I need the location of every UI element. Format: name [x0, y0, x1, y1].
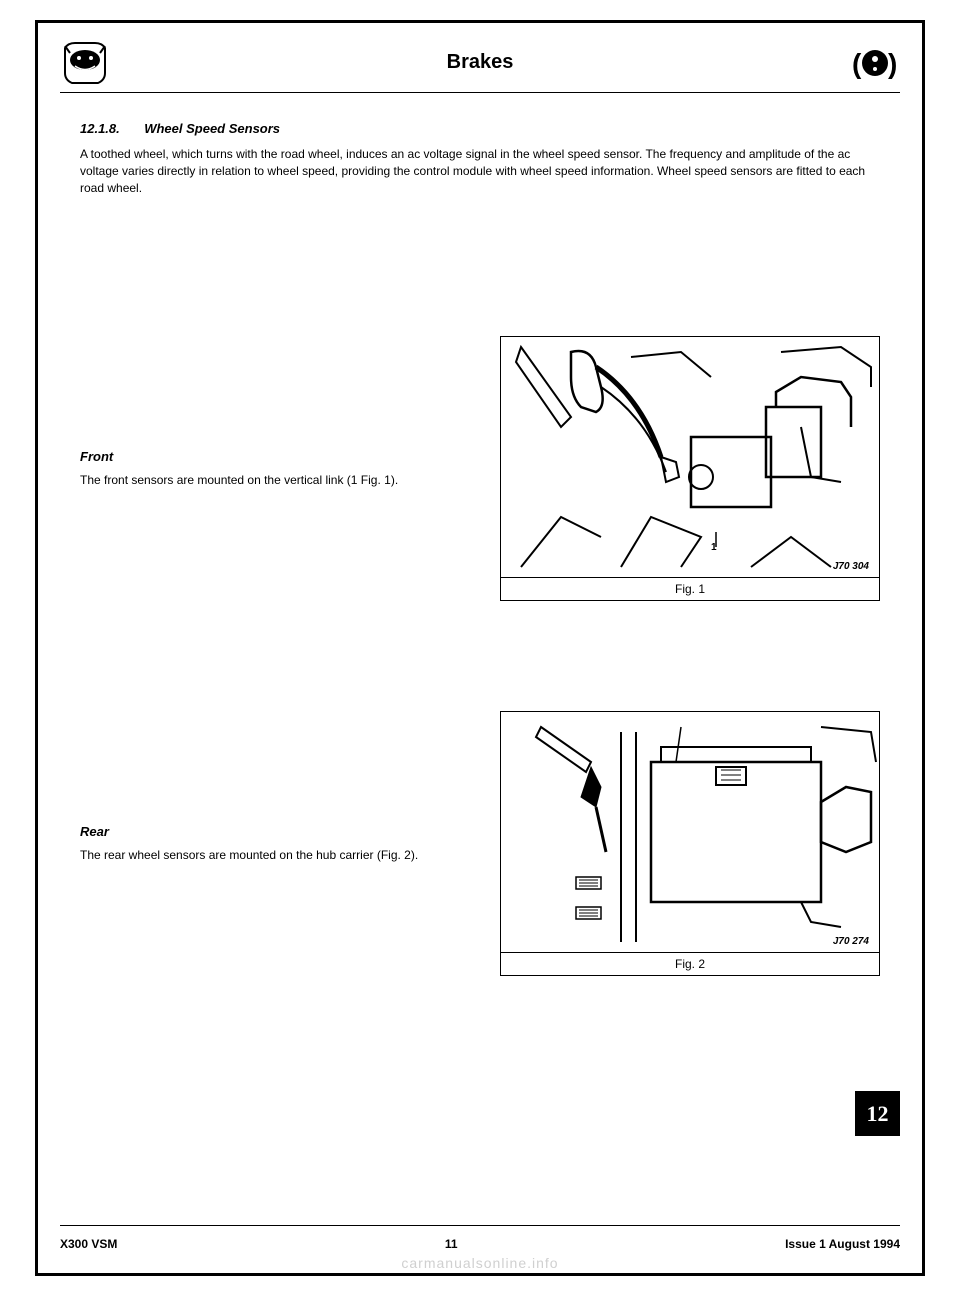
figure-2-col: J70 274 Fig. 2	[500, 711, 880, 976]
footer-divider	[60, 1225, 900, 1226]
jaguar-logo-icon	[60, 38, 110, 88]
section-heading-row: 12.1.8. Wheel Speed Sensors	[80, 120, 880, 138]
section-number: 12.1.8.	[80, 121, 120, 136]
front-section: Front The front sensors are mounted on t…	[80, 336, 880, 601]
figure-1-box: 1 J70 304 Fig. 1	[500, 336, 880, 601]
watermark: carmanualsonline.info	[0, 1255, 960, 1271]
footer: X300 VSM 11 Issue 1 August 1994	[60, 1237, 900, 1251]
figure-1-col: 1 J70 304 Fig. 1	[500, 336, 880, 601]
brake-disc-icon: ( )	[850, 43, 900, 83]
figure-2-ref: J70 274	[833, 936, 869, 947]
rear-text: The rear wheel sensors are mounted on th…	[80, 847, 480, 864]
main-content: 12.1.8. Wheel Speed Sensors A toothed wh…	[80, 105, 880, 976]
figure-1-image: 1 J70 304	[501, 337, 879, 577]
front-text-col: Front The front sensors are mounted on t…	[80, 449, 480, 489]
figure-2-image: J70 274	[501, 712, 879, 952]
intro-text: A toothed wheel, which turns with the ro…	[80, 146, 880, 196]
front-text: The front sensors are mounted on the ver…	[80, 472, 480, 489]
front-heading: Front	[80, 449, 480, 464]
figure-1-ref: J70 304	[833, 561, 869, 572]
rear-section: Rear The rear wheel sensors are mounted …	[80, 711, 880, 976]
header: Brakes ( )	[60, 35, 900, 90]
rear-text-col: Rear The rear wheel sensors are mounted …	[80, 824, 480, 864]
header-divider	[60, 92, 900, 93]
footer-right: Issue 1 August 1994	[785, 1237, 900, 1251]
rear-heading: Rear	[80, 824, 480, 839]
svg-text:): )	[888, 48, 897, 79]
footer-left: X300 VSM	[60, 1237, 117, 1251]
figure-2-caption: Fig. 2	[501, 952, 879, 975]
footer-center: 11	[445, 1237, 458, 1251]
section-title: Wheel Speed Sensors	[144, 121, 280, 136]
chapter-tab: 12	[855, 1091, 900, 1136]
svg-text:(: (	[852, 48, 862, 79]
figure-1-caption: Fig. 1	[501, 577, 879, 600]
figure-2-box: J70 274 Fig. 2	[500, 711, 880, 976]
page-title: Brakes	[447, 51, 514, 74]
figure-1-marker: 1	[711, 542, 717, 553]
